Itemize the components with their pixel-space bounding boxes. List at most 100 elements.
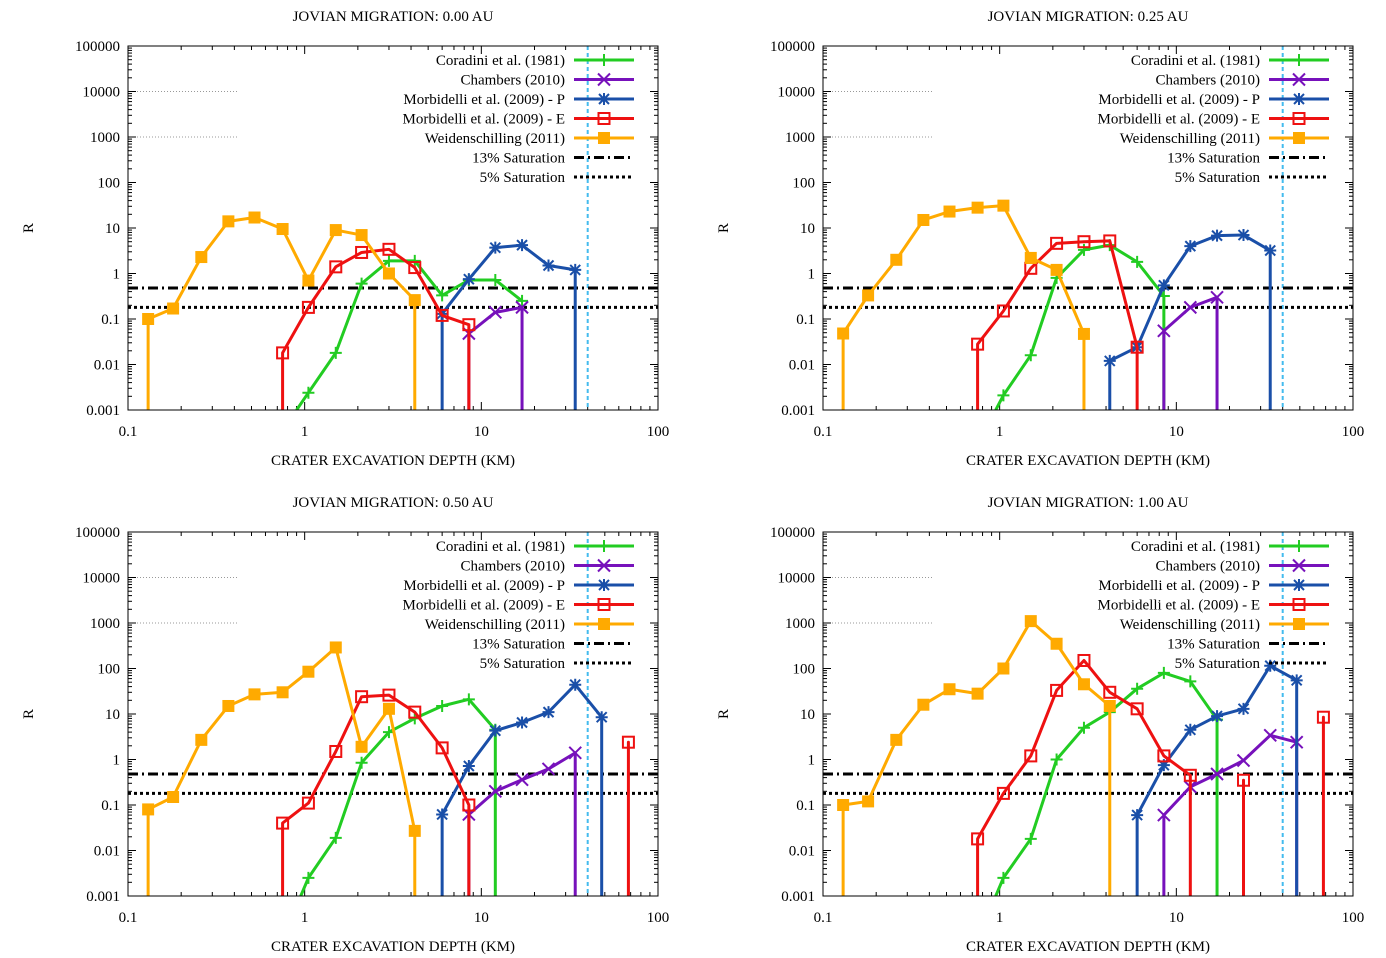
data-point	[1103, 354, 1116, 367]
data-point	[248, 211, 261, 224]
series-3	[971, 653, 1197, 896]
data-point	[355, 756, 368, 769]
data-point	[997, 389, 1010, 402]
data-point	[462, 693, 475, 706]
legend-entry-label: Coradini et al. (1981)	[436, 539, 565, 555]
data-point	[1184, 675, 1197, 688]
series-1	[462, 300, 529, 410]
x-tick-label: 100	[647, 910, 670, 926]
legend-entry-label: Weidenschilling (2011)	[1120, 617, 1260, 633]
data-point	[917, 213, 930, 226]
series-line	[1162, 733, 1299, 896]
data-point	[568, 746, 582, 760]
series-1	[1157, 290, 1224, 410]
legend-entry-label: 5% Saturation	[1175, 656, 1261, 672]
data-point	[329, 744, 343, 758]
x-tick-label: 10	[1169, 424, 1184, 440]
data-point	[1211, 710, 1224, 723]
series-3	[276, 688, 476, 896]
series-1	[1157, 728, 1304, 896]
data-point	[301, 300, 315, 314]
legend-entry-label: 13% Saturation	[1167, 637, 1260, 653]
legend-marker	[1293, 132, 1305, 144]
series-5	[1237, 773, 1251, 896]
chart-panel-4: JOVIAN MIGRATION: 1.00 AU CRATER EXCAVATI…	[716, 495, 1364, 955]
series-line	[976, 239, 1139, 410]
series-3	[276, 242, 476, 410]
x-tick-label: 10	[1169, 910, 1184, 926]
y-tick-label: 1	[808, 267, 816, 283]
data-point	[1157, 324, 1171, 338]
series-4	[142, 641, 421, 896]
data-point	[222, 699, 235, 712]
data-point	[541, 762, 556, 776]
legend-marker	[1292, 112, 1306, 125]
legend-entry-label: Weidenschilling (2011)	[425, 617, 565, 633]
data-point	[329, 641, 342, 654]
data-point	[1050, 637, 1063, 650]
data-point	[195, 251, 208, 264]
y-tick-label: 100	[793, 662, 816, 678]
chart-title: JOVIAN MIGRATION: 0.00 AU	[293, 9, 494, 25]
data-point	[302, 665, 315, 678]
y-tick-label: 100	[793, 176, 816, 192]
data-point	[1077, 235, 1091, 249]
y-tick-label: 100000	[75, 39, 120, 55]
series-2	[436, 678, 608, 896]
series-2	[436, 239, 582, 410]
data-point	[408, 261, 422, 275]
data-point	[1210, 767, 1224, 781]
data-point	[276, 223, 289, 236]
y-tick-label: 0.001	[86, 403, 120, 419]
data-point	[462, 759, 475, 772]
chart-title: JOVIAN MIGRATION: 0.50 AU	[293, 495, 494, 511]
data-point	[1077, 653, 1091, 667]
legend-entry-label: 5% Saturation	[1175, 170, 1261, 186]
data-point	[837, 327, 850, 340]
data-point	[355, 245, 369, 259]
legend-entry-label: Chambers (2010)	[460, 559, 565, 575]
chart-title: JOVIAN MIGRATION: 1.00 AU	[988, 495, 1189, 511]
data-point	[1131, 255, 1144, 268]
data-point	[837, 799, 850, 811]
data-point	[1024, 615, 1037, 628]
y-tick-label: 1	[113, 753, 121, 769]
legend-marker	[598, 93, 610, 105]
y-tick-label: 0.1	[796, 798, 815, 814]
chart-panel-1: JOVIAN MIGRATION: 0.00 AU CRATER EXCAVATI…	[21, 9, 669, 469]
data-point	[943, 683, 956, 696]
data-point	[142, 313, 155, 325]
y-axis-label: R	[21, 223, 37, 233]
legend-entry-label: Morbidelli et al. (2009) - P	[403, 92, 565, 108]
data-point	[862, 289, 875, 302]
data-point	[1290, 674, 1303, 687]
data-point	[996, 304, 1010, 318]
data-point	[382, 254, 395, 267]
series-4	[837, 615, 1116, 896]
data-point	[408, 254, 421, 267]
y-tick-label: 1000	[90, 616, 120, 632]
series-line	[1162, 295, 1219, 410]
data-point	[621, 735, 635, 749]
legend-entry-label: 5% Saturation	[480, 656, 566, 672]
data-point	[971, 337, 985, 351]
data-point	[302, 871, 315, 884]
data-point	[1050, 683, 1064, 697]
y-tick-label: 0.1	[796, 312, 815, 328]
data-point	[1157, 749, 1171, 763]
data-point	[222, 215, 235, 228]
data-point	[462, 273, 475, 286]
data-point	[1024, 349, 1037, 362]
y-tick-label: 0.01	[94, 844, 120, 860]
data-point	[462, 798, 476, 812]
data-point	[1316, 710, 1330, 724]
data-point	[435, 741, 449, 755]
series-4	[837, 199, 1090, 410]
data-point	[302, 386, 315, 399]
legend-entry-label: 13% Saturation	[1167, 151, 1260, 167]
data-point	[1210, 290, 1224, 304]
data-point	[569, 263, 582, 276]
legend-entry-label: 13% Saturation	[472, 151, 565, 167]
y-tick-label: 1000	[785, 130, 815, 146]
data-point	[1157, 279, 1170, 292]
